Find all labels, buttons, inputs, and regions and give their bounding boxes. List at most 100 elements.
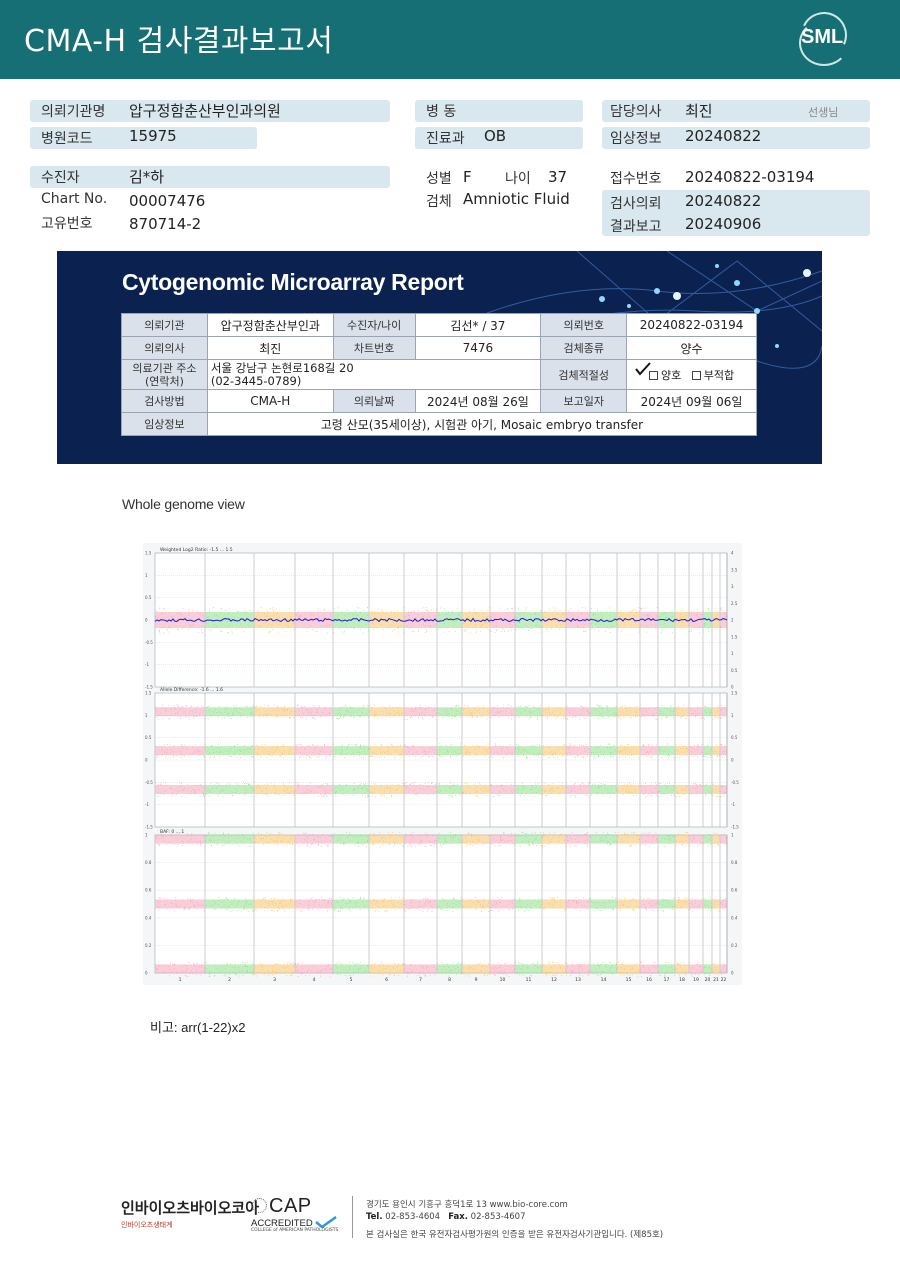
- probe-dot: [219, 835, 221, 837]
- probe-dot: [659, 782, 661, 784]
- probe-dot: [506, 704, 508, 706]
- probe-dot: [537, 967, 539, 968]
- probe-dot: [311, 621, 313, 623]
- probe-dot: [161, 707, 163, 709]
- probe-dot: [467, 968, 468, 970]
- probe-band: [689, 784, 703, 794]
- probe-dot: [565, 971, 567, 973]
- probe-dot: [645, 789, 647, 791]
- probe-dot: [566, 746, 568, 747]
- probe-dot: [315, 840, 317, 842]
- probe-dot: [205, 793, 207, 795]
- probe-dot: [548, 784, 550, 786]
- probe-band: [689, 899, 703, 909]
- probe-dot: [549, 902, 550, 904]
- probe-dot: [157, 795, 158, 797]
- probe-dot: [424, 715, 426, 717]
- probe-dot: [415, 707, 417, 709]
- probe-dot: [337, 973, 339, 975]
- probe-dot: [404, 746, 406, 747]
- probe-dot: [410, 623, 412, 624]
- probe-dot: [235, 969, 237, 971]
- probe-dot: [555, 975, 557, 976]
- probe-band: [205, 707, 254, 717]
- probe-dot: [447, 903, 448, 904]
- probe-dot: [332, 906, 333, 908]
- probe-dot: [176, 712, 178, 714]
- probe-dot: [277, 716, 279, 717]
- probe-dot: [399, 969, 401, 971]
- probe-dot: [239, 837, 241, 839]
- probe-dot: [434, 843, 435, 845]
- probe-dot: [456, 619, 457, 621]
- probe-dot: [170, 787, 172, 789]
- probe-dot: [561, 975, 562, 976]
- probe-dot: [567, 746, 569, 748]
- probe-dot: [484, 975, 486, 976]
- probe-dot: [596, 787, 598, 789]
- probe-dot: [363, 751, 365, 753]
- probe-dot: [412, 835, 414, 837]
- result-label: 결과보고: [610, 219, 662, 235]
- probe-dot: [595, 614, 597, 616]
- probe-dot: [607, 621, 609, 623]
- probe-dot: [234, 709, 236, 711]
- probe-dot: [358, 846, 360, 847]
- probe-dot: [528, 910, 530, 911]
- probe-dot: [293, 964, 294, 966]
- probe-dot: [393, 611, 394, 613]
- probe-dot: [477, 963, 478, 965]
- probe-dot: [236, 711, 238, 713]
- probe-dot: [570, 608, 572, 610]
- probe-dot: [483, 708, 485, 709]
- probe-dot: [232, 902, 234, 904]
- probe-dot: [404, 744, 406, 746]
- probe-dot: [430, 901, 432, 903]
- probe-dot: [371, 756, 373, 758]
- probe-dot: [188, 614, 190, 616]
- probe-dot: [183, 619, 184, 621]
- probe-dot: [395, 908, 397, 910]
- probe-dot: [176, 791, 178, 793]
- probe-dot: [601, 972, 603, 973]
- probe-dot: [450, 619, 452, 621]
- probe-dot: [414, 782, 416, 784]
- probe-dot: [426, 899, 428, 901]
- probe-dot: [272, 971, 273, 972]
- probe-dot: [157, 968, 159, 970]
- probe-dot: [448, 794, 449, 796]
- probe-dot: [256, 794, 258, 796]
- probe-dot: [231, 843, 233, 845]
- probe-dot: [383, 967, 385, 969]
- probe-band: [658, 707, 675, 717]
- probe-dot: [165, 754, 167, 756]
- probe-dot: [682, 789, 684, 791]
- probe-dot: [677, 833, 679, 835]
- probe-dot: [665, 715, 667, 717]
- probe-band: [675, 834, 689, 844]
- probe-dot: [362, 843, 364, 845]
- probe-dot: [591, 608, 592, 609]
- probe-dot: [405, 842, 406, 844]
- probe-dot: [424, 897, 426, 899]
- probe-dot: [214, 784, 216, 786]
- probe-dot: [429, 788, 430, 790]
- probe-dot: [438, 783, 440, 785]
- probe-dot: [521, 906, 523, 907]
- probe-dot: [518, 972, 520, 974]
- probe-dot: [341, 625, 343, 627]
- probe-dot: [646, 631, 648, 633]
- probe-dot: [260, 706, 262, 707]
- probe-dot: [284, 619, 285, 621]
- probe-dot: [439, 615, 441, 617]
- probe-dot: [465, 752, 467, 754]
- probe-dot: [177, 789, 178, 791]
- probe-dot: [648, 968, 649, 970]
- probe-dot: [291, 973, 293, 975]
- probe-dot: [182, 754, 184, 756]
- probe-dot: [374, 716, 375, 718]
- probe-dot: [475, 897, 477, 898]
- probe-dot: [477, 705, 479, 707]
- probe-dot: [190, 625, 192, 626]
- probe-dot: [634, 831, 636, 833]
